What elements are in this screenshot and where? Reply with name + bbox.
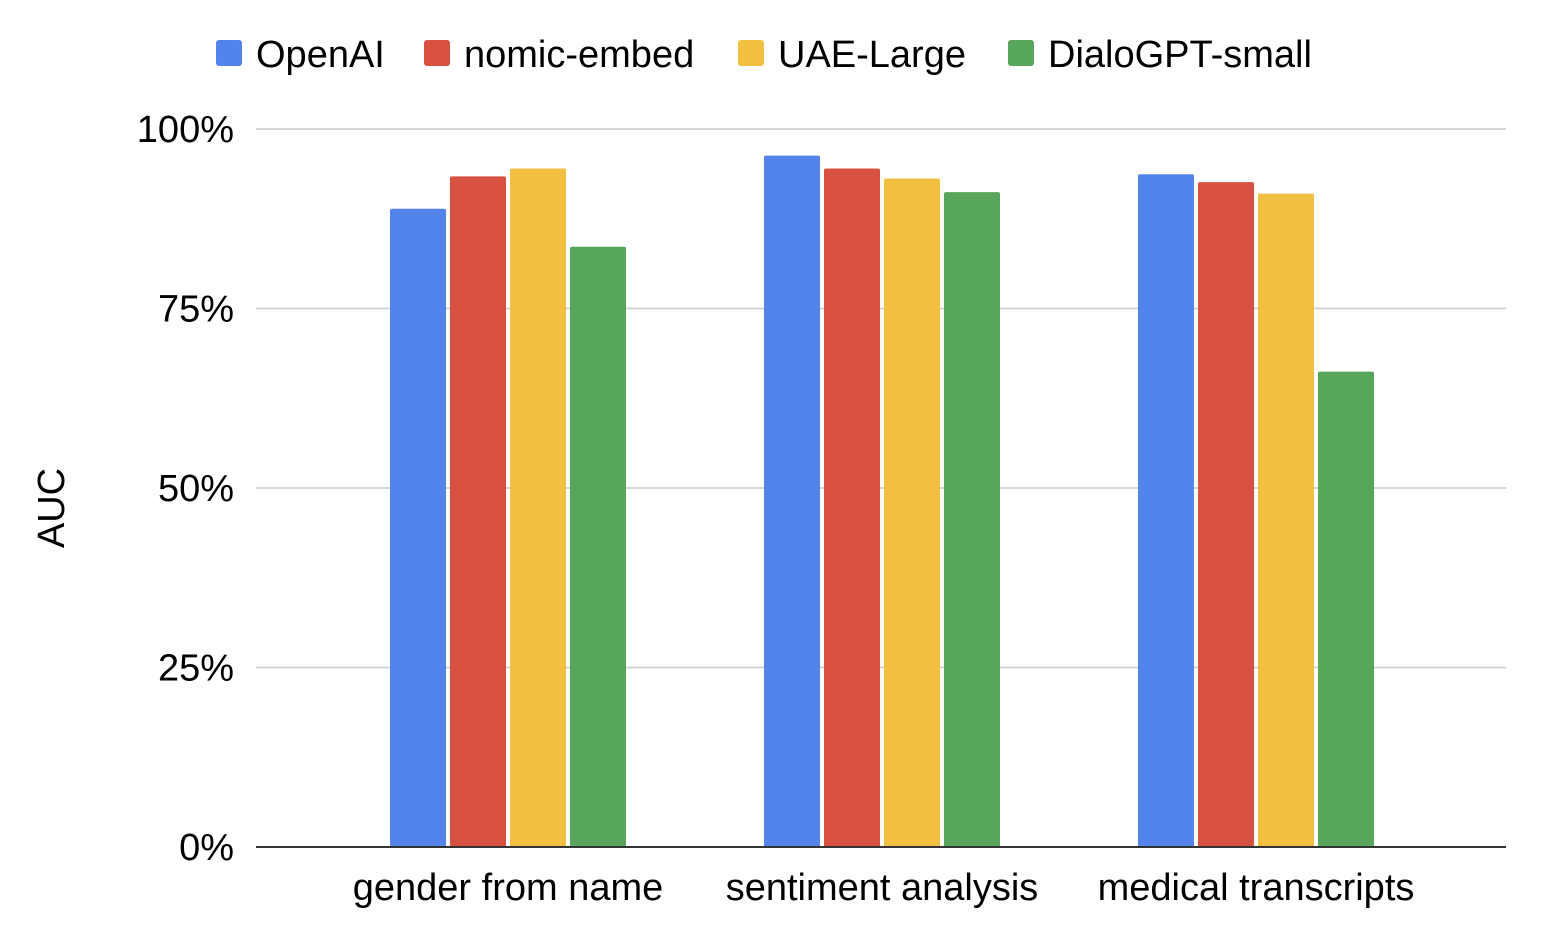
legend-item-dialogpt-small: DialoGPT-small	[1008, 34, 1312, 76]
x-category-label: sentiment analysis	[726, 867, 1039, 909]
bar-uae-large-2	[1258, 193, 1314, 847]
legend-item-openai: OpenAI	[216, 34, 385, 76]
legend-swatch	[216, 40, 242, 66]
bar-nomic-embed-2	[1198, 182, 1254, 847]
bars	[390, 155, 1374, 848]
legend-label: DialoGPT-small	[1048, 34, 1312, 76]
x-category-label: gender from name	[353, 867, 664, 909]
y-tick-label: 100%	[137, 109, 234, 151]
legend-swatch	[1008, 40, 1034, 66]
bar-uae-large-1	[884, 178, 940, 848]
bar-dialogpt-small-2	[1318, 371, 1374, 847]
y-tick-label: 25%	[158, 648, 234, 690]
y-axis-ticks: 0% 25% 50% 75% 100%	[137, 109, 234, 869]
y-tick-label: 50%	[158, 468, 234, 510]
legend-swatch	[738, 40, 764, 66]
y-axis-title: AUC	[31, 468, 73, 548]
y-tick-label: 75%	[158, 289, 234, 331]
legend-item-uae-large: UAE-Large	[738, 34, 966, 76]
legend: OpenAI nomic-embed UAE-Large DialoGPT-small	[216, 34, 1312, 76]
bar-openai-1	[764, 155, 820, 848]
legend-label: UAE-Large	[778, 34, 966, 76]
legend-label: OpenAI	[256, 34, 385, 76]
y-tick-label: 0%	[179, 827, 234, 869]
legend-item-nomic-embed: nomic-embed	[424, 34, 694, 76]
bar-dialogpt-small-0	[570, 246, 626, 847]
legend-label: nomic-embed	[464, 34, 694, 76]
bar-openai-0	[390, 208, 446, 847]
x-axis-categories: gender from name sentiment analysis medica…	[353, 867, 1415, 909]
bar-openai-2	[1138, 174, 1194, 847]
legend-swatch	[424, 40, 450, 66]
bar-uae-large-0	[510, 168, 566, 848]
x-category-label: medical transcripts	[1098, 867, 1415, 909]
bar-nomic-embed-1	[824, 168, 880, 848]
bar-nomic-embed-0	[450, 176, 506, 847]
bar-dialogpt-small-1	[944, 192, 1000, 847]
